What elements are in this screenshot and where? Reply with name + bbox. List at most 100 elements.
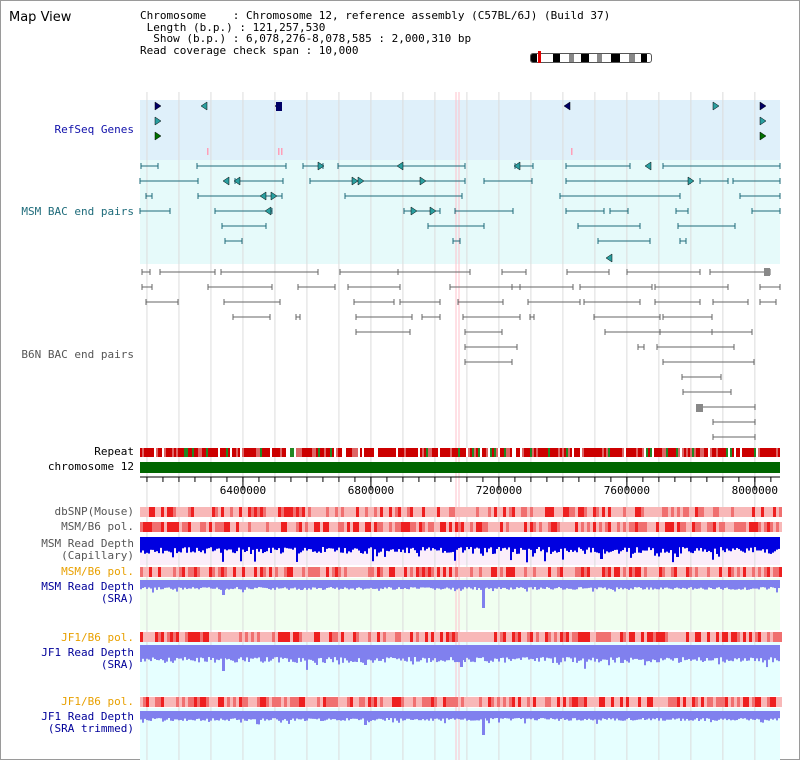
jf1-b6-pol-heat-cell <box>668 632 671 642</box>
jf1-trim-depth-bar <box>728 711 730 720</box>
dbsnp-heat-cell <box>311 507 314 517</box>
repeat-segment <box>222 448 224 457</box>
track-label-msm-b6-pol-2[interactable]: MSM/B6 pol. <box>61 565 134 578</box>
jf1-trim-depth-bar <box>632 711 634 721</box>
dbsnp-heat-cell <box>677 507 680 517</box>
dbsnp-heat-cell <box>473 507 476 517</box>
refseq-gene-icon <box>154 131 162 141</box>
jf1-b6-pol-2-heat-cell <box>488 697 491 707</box>
jf1-b6-pol-2-heat-cell <box>704 697 707 707</box>
repeat-segment <box>518 448 520 457</box>
repeat-segment <box>178 448 180 457</box>
jf1-b6-pol-2-heat-cell <box>554 697 557 707</box>
track-label-msm-depth-capillary[interactable]: MSM Read Depth (Capillary) <box>41 538 134 562</box>
msm-b6-pol-heat-cell <box>713 522 716 532</box>
track-label-dbsnp[interactable]: dbSNP(Mouse) <box>54 505 134 518</box>
track-label-msm-bac[interactable]: MSM BAC end pairs <box>21 205 134 218</box>
msm-sra-depth-bar <box>406 580 408 589</box>
msm-b6-pol-2-heat-cell <box>779 567 782 577</box>
track-label-msm-b6-pol[interactable]: MSM/B6 pol. <box>61 520 134 533</box>
msm-b6-pol-2-heat-cell <box>563 567 566 577</box>
msm-sra-depth-bar <box>334 580 336 589</box>
jf1-trim-depth-bar <box>572 711 574 719</box>
msm-b6-pol-heat-cell <box>140 522 143 532</box>
jf1-sra-depth-bar <box>204 645 206 662</box>
jf1-sra-depth-bar-spike <box>460 645 463 667</box>
jf1-trim-depth-bar <box>220 711 222 719</box>
dbsnp-heat-cell <box>290 507 293 517</box>
jf1-b6-pol-heat-cell <box>470 632 473 642</box>
jf1-trim-depth-bar <box>218 711 220 721</box>
msm-b6-pol-heat-cell <box>632 522 635 532</box>
jf1-b6-pol-heat-cell <box>317 632 320 642</box>
jf1-trim-depth-bar <box>534 711 536 721</box>
jf1-sra-depth-bar <box>596 645 598 659</box>
msm-capillary-depth-bar <box>726 537 728 549</box>
track-label-refseq[interactable]: RefSeq Genes <box>54 123 134 136</box>
repeat-segment <box>748 448 750 457</box>
repeat-segment <box>386 448 388 457</box>
msm-b6-pol-heat-cell <box>503 522 506 532</box>
jf1-trim-depth-bar <box>486 711 488 721</box>
jf1-b6-pol-2-heat-cell <box>293 697 296 707</box>
repeat-segment <box>636 448 638 457</box>
jf1-trim-depth-bar <box>494 711 496 719</box>
jf1-sra-depth-bar <box>626 645 628 662</box>
msm-capillary-depth-bar <box>742 537 744 552</box>
repeat-segment <box>406 448 408 457</box>
jf1-sra-depth-bar <box>564 645 566 662</box>
jf1-sra-depth-bar <box>684 645 686 661</box>
track-label-repeat[interactable]: Repeat <box>94 445 134 458</box>
msm-sra-depth-bar <box>272 580 274 589</box>
jf1-trim-depth-bar <box>442 711 444 719</box>
repeat-segment <box>216 448 218 457</box>
chromosome-idiogram[interactable] <box>530 51 652 63</box>
track-label-jf1-b6-pol[interactable]: JF1/B6 pol. <box>61 631 134 644</box>
msm-b6-pol-2-heat-cell <box>725 567 728 577</box>
jf1-sra-depth-bar <box>284 645 286 658</box>
msm-b6-pol-heat-cell <box>710 522 713 532</box>
msm-sra-depth-bar <box>624 580 626 589</box>
repeat-segment <box>538 448 540 457</box>
jf1-b6-pol-heat-cell <box>641 632 644 642</box>
track-label-b6n-bac[interactable]: B6N BAC end pairs <box>21 348 134 361</box>
repeat-segment <box>736 448 738 457</box>
msm-capillary-depth-bar <box>398 537 400 550</box>
track-label-jf1-b6-pol-2[interactable]: JF1/B6 pol. <box>61 695 134 708</box>
track-label-msm-depth-sra[interactable]: MSM Read Depth (SRA) <box>41 581 134 605</box>
msm-b6-pol-2-heat-cell <box>308 567 311 577</box>
msm-b6-pol-heat-cell <box>665 522 668 532</box>
jf1-sra-depth-bar <box>554 645 556 658</box>
jf1-sra-depth-bar <box>682 645 684 658</box>
msm-capillary-depth-bar <box>270 537 272 553</box>
msm-sra-depth-bar <box>370 580 372 588</box>
jf1-b6-pol-heat-cell <box>215 632 218 642</box>
repeat-segment <box>256 448 258 457</box>
repeat-segment <box>180 448 182 457</box>
repeat-segment <box>204 448 206 457</box>
msm-capillary-depth-bar <box>694 537 696 551</box>
track-label-jf1-depth-trimmed[interactable]: JF1 Read Depth (SRA trimmed) <box>41 711 134 735</box>
dbsnp-heat-cell <box>500 507 503 517</box>
msm-b6-pol-2-heat-cell <box>377 567 380 577</box>
jf1-trim-depth-bar <box>712 711 714 721</box>
msm-capillary-depth-bar <box>606 537 608 552</box>
msm-bac-end-icon <box>233 176 241 186</box>
msm-b6-pol-2-heat-cell <box>422 567 425 577</box>
msm-sra-depth-bar <box>322 580 324 590</box>
msm-bac-end-icon <box>357 176 365 186</box>
msm-b6-pol-heat-cell <box>692 522 695 532</box>
repeat-segment <box>508 448 510 457</box>
repeat-segment <box>546 448 548 457</box>
repeat-segment <box>478 448 480 457</box>
msm-capillary-depth-bar <box>306 537 308 551</box>
jf1-b6-pol-heat-cell <box>746 632 749 642</box>
jf1-b6-pol-2-heat-cell <box>659 697 662 707</box>
track-label-jf1-depth-sra[interactable]: JF1 Read Depth (SRA) <box>41 647 134 671</box>
jf1-trim-depth-bar <box>176 711 178 720</box>
jf1-trim-depth-bar <box>636 711 638 720</box>
jf1-b6-pol-2-heat-cell <box>392 697 395 707</box>
msm-b6-pol-heat-cell <box>650 522 653 532</box>
jf1-sra-depth-bar <box>380 645 382 661</box>
